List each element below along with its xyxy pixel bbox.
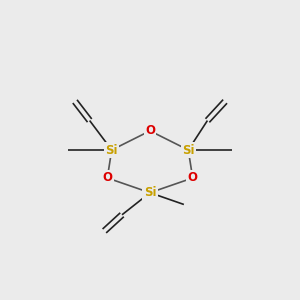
Text: Si: Si xyxy=(182,143,194,157)
Text: O: O xyxy=(145,124,155,137)
Text: Si: Si xyxy=(144,186,156,199)
Text: O: O xyxy=(102,172,112,184)
Text: O: O xyxy=(188,172,198,184)
Text: Si: Si xyxy=(106,143,118,157)
